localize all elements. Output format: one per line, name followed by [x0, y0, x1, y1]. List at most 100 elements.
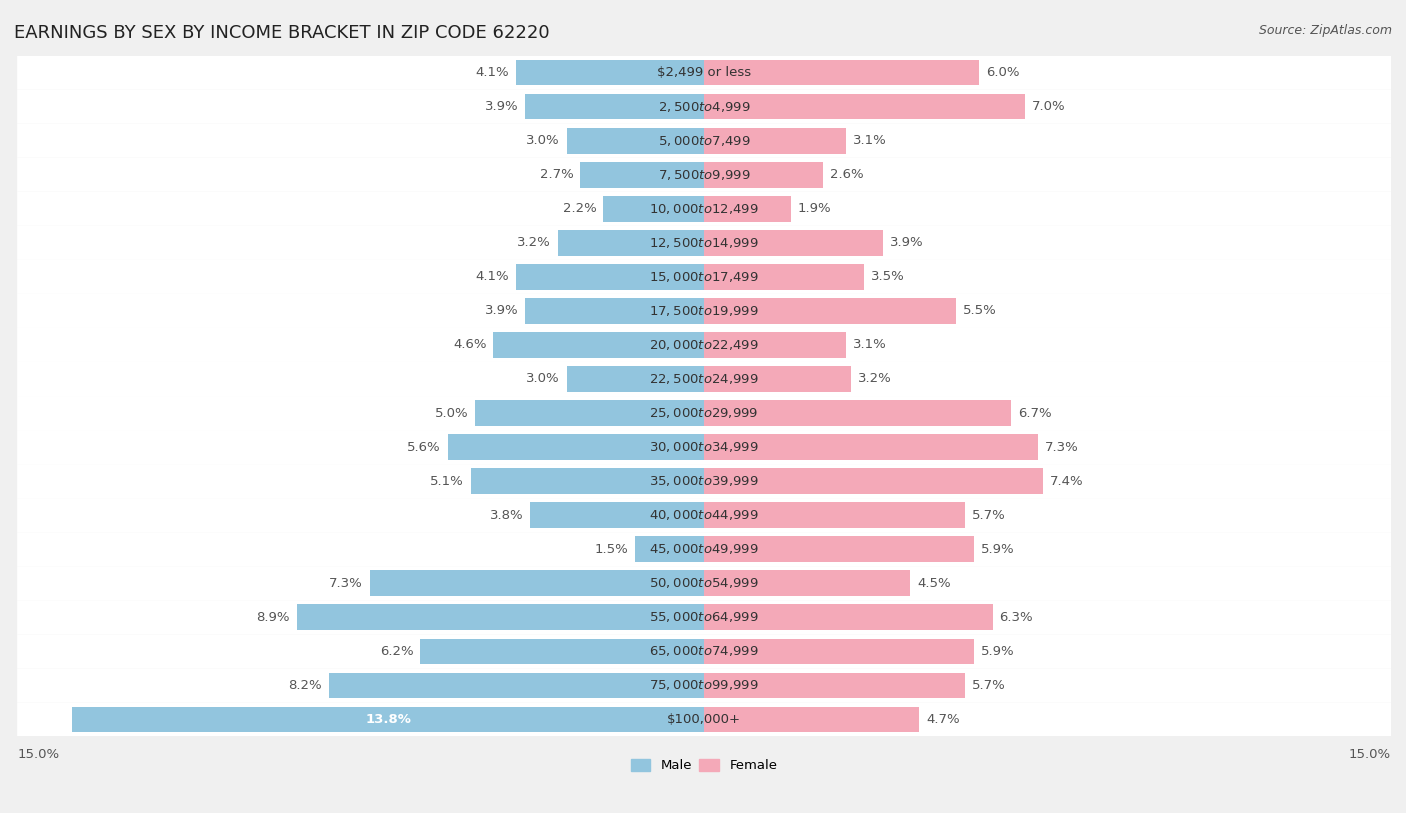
- Bar: [704, 162, 823, 188]
- Text: 7.0%: 7.0%: [1032, 100, 1066, 113]
- FancyBboxPatch shape: [17, 192, 1391, 226]
- Bar: [704, 230, 883, 255]
- Bar: [704, 298, 956, 324]
- Text: 3.5%: 3.5%: [872, 271, 905, 284]
- Text: EARNINGS BY SEX BY INCOME BRACKET IN ZIP CODE 62220: EARNINGS BY SEX BY INCOME BRACKET IN ZIP…: [14, 24, 550, 42]
- Text: $65,000 to $74,999: $65,000 to $74,999: [650, 644, 759, 659]
- FancyBboxPatch shape: [17, 396, 1391, 430]
- Text: $5,000 to $7,499: $5,000 to $7,499: [658, 134, 751, 148]
- Text: 5.0%: 5.0%: [434, 406, 468, 420]
- Bar: [704, 128, 846, 154]
- Text: $50,000 to $54,999: $50,000 to $54,999: [650, 576, 759, 590]
- FancyBboxPatch shape: [17, 328, 1391, 362]
- Text: 4.5%: 4.5%: [917, 576, 950, 589]
- Bar: [704, 502, 965, 528]
- Text: $75,000 to $99,999: $75,000 to $99,999: [650, 678, 759, 693]
- Text: 1.5%: 1.5%: [595, 543, 628, 555]
- Text: 15.0%: 15.0%: [17, 748, 59, 761]
- Bar: [704, 94, 1025, 120]
- Text: 4.1%: 4.1%: [475, 66, 509, 79]
- Bar: [704, 196, 792, 222]
- Text: $20,000 to $22,499: $20,000 to $22,499: [650, 338, 759, 352]
- Bar: [704, 571, 910, 596]
- FancyBboxPatch shape: [17, 430, 1391, 464]
- Bar: [704, 366, 851, 392]
- Bar: [704, 400, 1011, 426]
- FancyBboxPatch shape: [17, 566, 1391, 600]
- Bar: [567, 366, 704, 392]
- Bar: [581, 162, 704, 188]
- Bar: [704, 706, 920, 733]
- Bar: [516, 264, 704, 289]
- FancyBboxPatch shape: [17, 226, 1391, 260]
- Text: 13.8%: 13.8%: [25, 713, 67, 726]
- Text: $7,500 to $9,999: $7,500 to $9,999: [658, 167, 751, 182]
- Bar: [447, 434, 704, 460]
- Bar: [704, 434, 1039, 460]
- Text: 5.1%: 5.1%: [430, 475, 464, 488]
- Legend: Male, Female: Male, Female: [626, 754, 783, 777]
- Bar: [420, 638, 704, 664]
- Text: 7.3%: 7.3%: [329, 576, 363, 589]
- Text: 3.9%: 3.9%: [485, 100, 519, 113]
- FancyBboxPatch shape: [17, 89, 1391, 124]
- Text: 15.0%: 15.0%: [1348, 748, 1391, 761]
- Text: 3.0%: 3.0%: [526, 134, 560, 147]
- FancyBboxPatch shape: [17, 498, 1391, 533]
- FancyBboxPatch shape: [17, 634, 1391, 668]
- FancyBboxPatch shape: [17, 600, 1391, 634]
- Text: $22,500 to $24,999: $22,500 to $24,999: [650, 372, 759, 386]
- Text: 3.1%: 3.1%: [853, 134, 887, 147]
- Bar: [636, 537, 704, 562]
- Text: 4.6%: 4.6%: [453, 338, 486, 351]
- Text: 5.9%: 5.9%: [981, 543, 1015, 555]
- Text: 5.7%: 5.7%: [972, 679, 1005, 692]
- Bar: [704, 333, 846, 358]
- Text: 8.9%: 8.9%: [256, 611, 290, 624]
- Text: $17,500 to $19,999: $17,500 to $19,999: [650, 304, 759, 318]
- FancyBboxPatch shape: [17, 702, 1391, 737]
- FancyBboxPatch shape: [17, 124, 1391, 158]
- Text: 7.4%: 7.4%: [1050, 475, 1084, 488]
- Bar: [704, 672, 965, 698]
- Text: Source: ZipAtlas.com: Source: ZipAtlas.com: [1258, 24, 1392, 37]
- Bar: [704, 60, 979, 85]
- Text: 5.7%: 5.7%: [972, 509, 1005, 522]
- Text: $40,000 to $44,999: $40,000 to $44,999: [650, 508, 759, 522]
- Text: 6.0%: 6.0%: [986, 66, 1019, 79]
- Bar: [558, 230, 704, 255]
- FancyBboxPatch shape: [17, 464, 1391, 498]
- Text: 3.8%: 3.8%: [489, 509, 523, 522]
- Text: 7.3%: 7.3%: [1045, 441, 1078, 454]
- FancyBboxPatch shape: [17, 533, 1391, 566]
- Bar: [603, 196, 704, 222]
- Bar: [526, 298, 704, 324]
- FancyBboxPatch shape: [17, 55, 1391, 89]
- Text: 3.1%: 3.1%: [853, 338, 887, 351]
- Text: 4.7%: 4.7%: [927, 713, 960, 726]
- Bar: [297, 605, 704, 630]
- Text: $45,000 to $49,999: $45,000 to $49,999: [650, 542, 759, 556]
- Bar: [494, 333, 704, 358]
- FancyBboxPatch shape: [17, 362, 1391, 396]
- Text: 5.9%: 5.9%: [981, 645, 1015, 658]
- Text: 2.7%: 2.7%: [540, 168, 574, 181]
- FancyBboxPatch shape: [17, 294, 1391, 328]
- FancyBboxPatch shape: [17, 668, 1391, 702]
- FancyBboxPatch shape: [17, 260, 1391, 294]
- Text: 6.2%: 6.2%: [380, 645, 413, 658]
- Text: $30,000 to $34,999: $30,000 to $34,999: [650, 440, 759, 454]
- Bar: [567, 128, 704, 154]
- Text: $55,000 to $64,999: $55,000 to $64,999: [650, 611, 759, 624]
- Text: 6.7%: 6.7%: [1018, 406, 1052, 420]
- Text: 6.3%: 6.3%: [1000, 611, 1033, 624]
- Text: $12,500 to $14,999: $12,500 to $14,999: [650, 236, 759, 250]
- FancyBboxPatch shape: [17, 158, 1391, 192]
- Text: $2,499 or less: $2,499 or less: [657, 66, 751, 79]
- Text: $15,000 to $17,499: $15,000 to $17,499: [650, 270, 759, 284]
- Text: $35,000 to $39,999: $35,000 to $39,999: [650, 474, 759, 488]
- Text: 3.2%: 3.2%: [517, 237, 551, 250]
- Text: 13.8%: 13.8%: [366, 713, 411, 726]
- Text: 1.9%: 1.9%: [799, 202, 831, 215]
- Text: 5.5%: 5.5%: [963, 304, 997, 317]
